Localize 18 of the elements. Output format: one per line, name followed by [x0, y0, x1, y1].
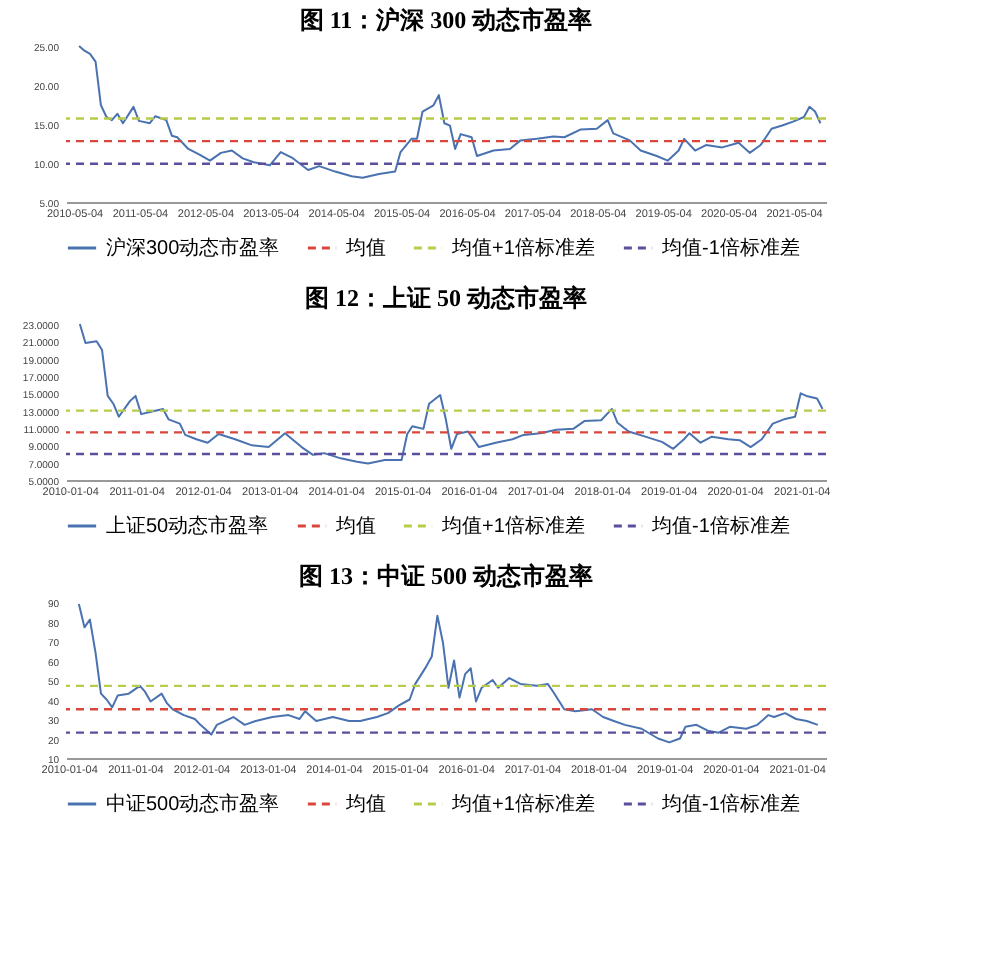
line-series: [78, 323, 824, 465]
legend-label: 均值: [334, 514, 376, 538]
legend-label: 均值-1倍标准差: [660, 236, 800, 260]
line-series: [77, 602, 819, 744]
legend-label: 均值-1倍标准差: [660, 792, 800, 816]
chart-title: 图 12：上证 50 动态市盈率: [305, 284, 587, 312]
legend-label: 均值+1倍标准差: [450, 236, 595, 260]
legend-label: 中证500动态市盈率: [106, 792, 280, 816]
line-series: [78, 45, 822, 179]
legend-label: 均值: [344, 236, 386, 260]
legend-label: 均值: [344, 792, 386, 816]
legend-label: 沪深300动态市盈率: [106, 236, 280, 260]
chart-title: 图 13：中证 500 动态市盈率: [299, 562, 593, 590]
legend-label: 上证50动态市盈率: [106, 514, 269, 538]
legend-label: 均值-1倍标准差: [650, 514, 790, 538]
legend-label: 均值+1倍标准差: [450, 792, 595, 816]
chart-title: 图 11：沪深 300 动态市盈率: [299, 6, 593, 34]
legend-label: 均值+1倍标准差: [440, 514, 585, 538]
